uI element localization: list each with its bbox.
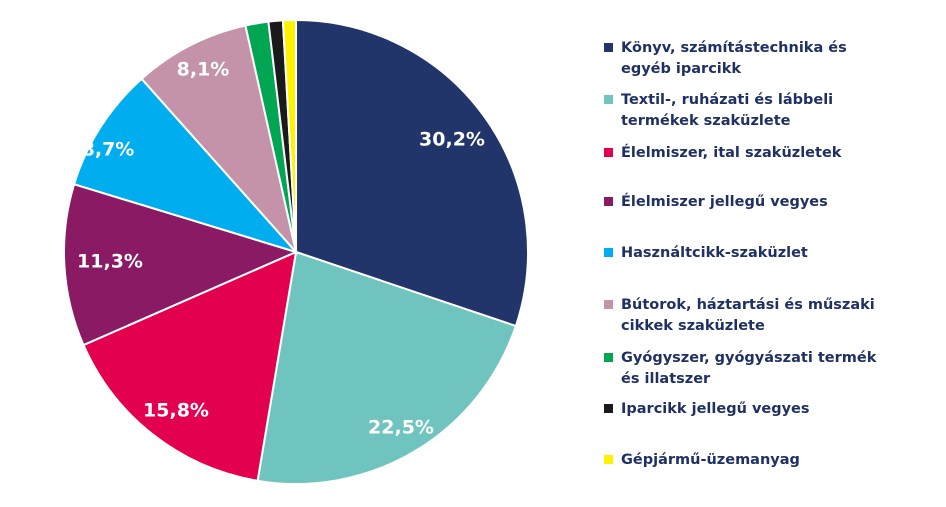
slice-value-label-1: 30,2% [419,129,485,151]
legend-label: Textil-, ruházati és lábbeli termékek sz… [621,92,834,129]
legend: Könyv, számítástechnika és egyéb iparcik… [604,0,934,507]
pie-slice-4 [63,182,299,347]
pie-slice-5 [72,77,300,254]
legend-swatch [604,300,613,309]
legend-label: Élelmiszer jellegű vegyes [621,194,828,210]
legend-item-8: Iparcikk jellegű vegyes [604,399,934,420]
legend-item-3: Élelmiszer, ital szaküzletek [604,143,934,164]
pie-slice-3 [82,250,298,482]
legend-label: Élelmiszer, ital szaküzletek [621,145,842,161]
slice-value-label-3: 15,8% [143,400,209,422]
pie-slice-9 [281,18,297,253]
legend-swatch [604,43,613,52]
legend-label: Könyv, számítástechnika és egyéb iparcik… [621,40,847,77]
legend-label: Gyógyszer, gyógyászati termék és illatsz… [621,350,877,387]
legend-swatch [604,404,613,413]
legend-item-9: Gépjármű-üzemanyag [604,450,934,471]
legend-swatch [604,248,613,257]
slice-value-label-2: 22,5% [368,417,434,439]
slice-value-label-5: 8,7% [82,139,135,161]
legend-label: Gépjármű-üzemanyag [621,452,800,468]
legend-item-6: Bútorok, háztartási és műszaki cikkek sz… [604,295,934,337]
legend-label: Iparcikk jellegű vegyes [621,401,810,417]
slice-value-label-6: 8,1% [177,59,230,81]
pie-slice-1 [295,18,530,328]
legend-swatch [604,95,613,104]
legend-label: Bútorok, háztartási és műszaki cikkek sz… [621,297,875,334]
legend-item-1: Könyv, számítástechnika és egyéb iparcik… [604,38,934,80]
legend-swatch [604,197,613,206]
legend-item-7: Gyógyszer, gyógyászati termék és illatsz… [604,348,934,390]
legend-swatch [604,455,613,464]
legend-item-2: Textil-, ruházati és lábbeli termékek sz… [604,90,934,132]
pie-slice-2 [256,250,518,486]
legend-item-4: Élelmiszer jellegű vegyes [604,192,934,213]
legend-label: Használtcikk-szaküzlet [621,245,808,261]
slice-value-label-4: 11,3% [77,251,143,273]
legend-swatch [604,353,613,362]
legend-item-5: Használtcikk-szaküzlet [604,243,934,264]
legend-swatch [604,148,613,157]
